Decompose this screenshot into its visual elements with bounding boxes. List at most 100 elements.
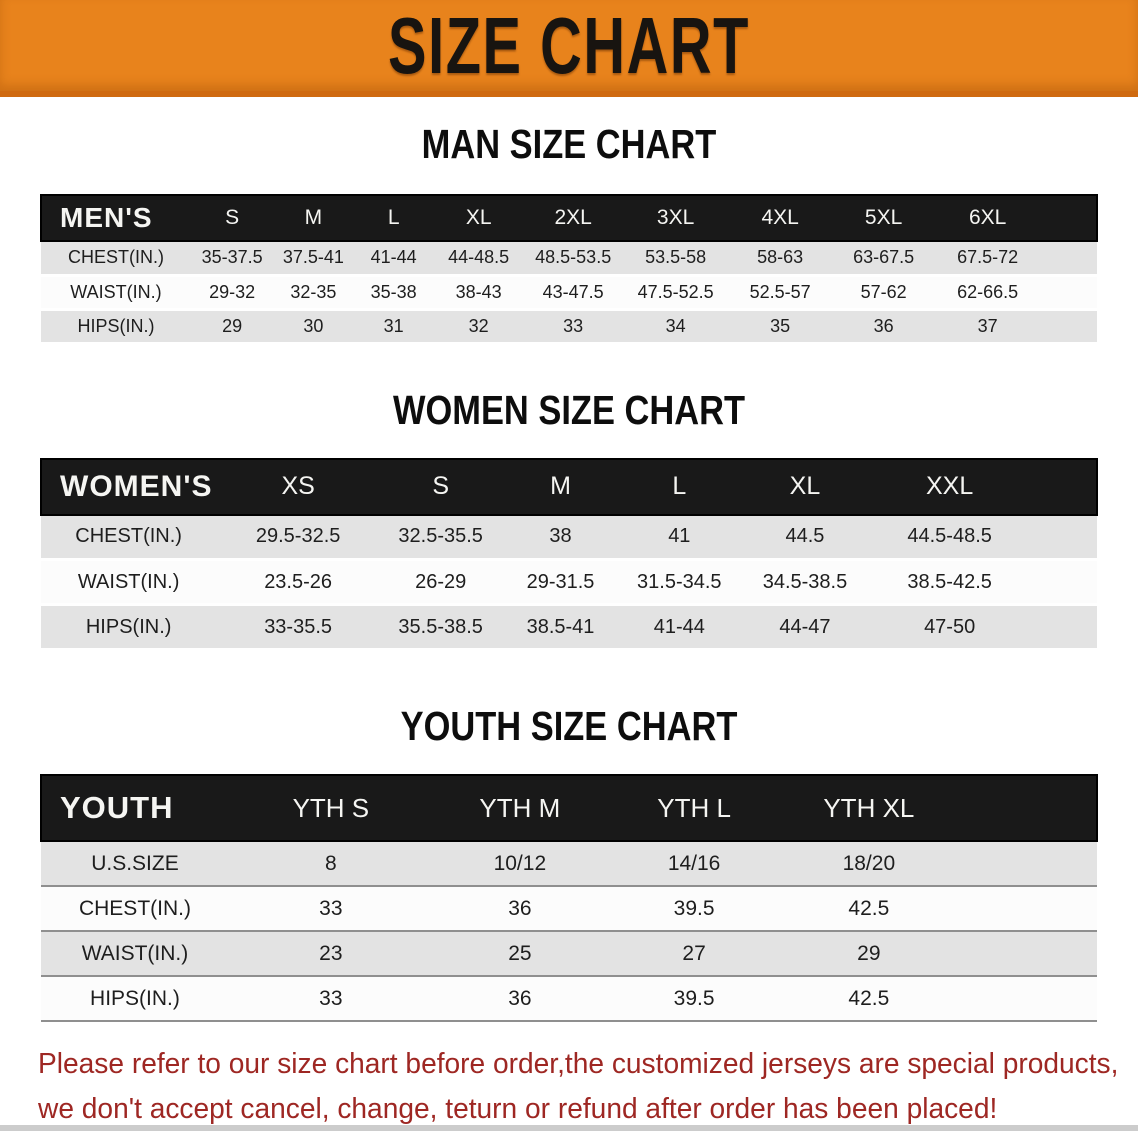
size-cell: 37 <box>977 315 998 336</box>
table-row: CHEST(IN.) 35-37.5 37.5-41 41-44 44-48.5 48.5… <box>41 241 1097 275</box>
column-header: 2XL <box>554 206 592 229</box>
table-row: WAIST(IN.) 23 25 27 29 <box>41 931 1097 976</box>
size-cell: 48.5-53.5 <box>535 247 612 268</box>
size-cell: 34.5-38.5 <box>762 570 848 593</box>
size-cell: 44-47 <box>779 615 831 638</box>
size-cell: 23.5-26 <box>264 570 333 593</box>
spacer-cell <box>957 976 1098 1021</box>
row-label: HIPS(IN.) <box>90 986 180 1010</box>
column-header: S <box>225 206 240 229</box>
men-section: MAN SIZE CHART MEN'S S M L XL 2XL 3XL 4XL 5XL 6XL C… <box>0 121 1138 345</box>
size-cell: 44-48.5 <box>448 247 510 268</box>
size-cell: 38 <box>549 525 572 548</box>
size-cell: 23 <box>319 941 343 965</box>
disclaimer-line-2: we don't accept cancel, change, teturn o… <box>38 1093 998 1125</box>
section-heading: WOMEN SIZE CHART <box>392 386 746 433</box>
table-row: WAIST(IN.) 29-32 32-35 35-38 38-43 43-47.5 47.… <box>41 275 1097 309</box>
spacer-cell <box>957 886 1098 931</box>
size-cell: 41-44 <box>653 615 705 638</box>
size-cell: 30 <box>303 315 324 336</box>
banner: SIZE CHART <box>0 0 1138 97</box>
size-cell: 44.5-48.5 <box>907 525 992 548</box>
row-label: CHEST(IN.) <box>75 525 182 548</box>
size-cell: 41 <box>668 525 691 548</box>
spacer-cell <box>1028 605 1097 650</box>
disclaimer: Please refer to our size chart before or… <box>38 1042 1138 1132</box>
size-cell: 29-32 <box>209 281 256 302</box>
column-header: S <box>432 472 450 500</box>
table-row: HIPS(IN.) 33 36 39.5 42.5 <box>41 976 1097 1021</box>
size-cell: 34 <box>665 315 686 336</box>
spacer-cell <box>1040 275 1097 309</box>
table-row: U.S.SIZE 8 10/12 14/16 18/20 <box>41 841 1097 886</box>
column-header: 6XL <box>968 206 1007 229</box>
men-size-table: MEN'S S M L XL 2XL 3XL 4XL 5XL 6XL CHEST(IN.) 35-37… <box>40 194 1098 345</box>
size-cell: 29.5-32.5 <box>255 525 341 548</box>
size-cell: 32-35 <box>290 281 337 302</box>
column-header: YTH M <box>479 792 561 823</box>
size-cell: 10/12 <box>493 851 547 875</box>
size-cell: 39.5 <box>673 986 715 1010</box>
size-cell: 43-47.5 <box>542 281 604 302</box>
size-cell: 35-38 <box>370 281 417 302</box>
column-header: L <box>672 472 687 500</box>
size-cell: 32.5-35.5 <box>398 525 483 548</box>
size-cell: 29 <box>857 941 881 965</box>
size-cell: 57-62 <box>860 281 907 302</box>
size-cell: 36 <box>508 986 532 1010</box>
size-cell: 25 <box>508 941 532 965</box>
disclaimer-line-1: Please refer to our size chart before or… <box>38 1048 1119 1080</box>
size-cell: 36 <box>873 315 894 336</box>
column-header: XL <box>789 472 821 500</box>
row-label: WAIST(IN.) <box>81 941 189 965</box>
row-label: WAIST(IN.) <box>77 570 180 593</box>
table-row: HIPS(IN.) 29 30 31 32 33 34 35 36 37 <box>41 309 1097 343</box>
size-cell: 29-31.5 <box>526 570 595 593</box>
size-cell: 33-35.5 <box>264 615 333 638</box>
size-cell: 38.5-42.5 <box>907 570 992 593</box>
size-cell: 33 <box>319 896 343 920</box>
size-cell: 39.5 <box>673 896 715 920</box>
size-cell: 62-66.5 <box>957 281 1019 302</box>
table-corner-label: WOMEN'S <box>60 469 213 503</box>
table-corner-label: YOUTH <box>60 790 174 825</box>
size-cell: 27 <box>682 941 706 965</box>
spacer-cell <box>1040 309 1097 343</box>
women-size-table: WOMEN'S XS S M L XL XXL CHEST(IN.) 29.5-32.5 32.5… <box>40 458 1098 652</box>
youth-section: YOUTH SIZE CHART YOUTH YTH S YTH M YTH L YTH … <box>0 703 1138 1022</box>
column-header: YTH S <box>292 792 370 823</box>
size-cell: 31.5-34.5 <box>637 570 722 593</box>
page-title: SIZE CHART <box>388 0 750 91</box>
spacer-cell <box>1028 515 1097 560</box>
spacer-cell <box>1040 195 1097 241</box>
table-row: WAIST(IN.) 23.5-26 26-29 29-31.5 31.5-34.5 34… <box>41 559 1097 605</box>
size-cell: 36 <box>508 896 532 920</box>
column-header: M <box>304 206 323 229</box>
size-cell: 53.5-58 <box>645 247 707 268</box>
size-cell: 63-67.5 <box>853 247 915 268</box>
row-label: HIPS(IN.) <box>77 315 155 336</box>
size-cell: 44.5 <box>785 525 825 548</box>
youth-size-table: YOUTH YTH S YTH M YTH L YTH XL U.S.SIZE 8 10/12… <box>40 774 1098 1022</box>
table-row: CHEST(IN.) 29.5-32.5 32.5-35.5 38 41 44.5 44.5… <box>41 514 1097 560</box>
section-heading: YOUTH SIZE CHART <box>400 703 738 749</box>
size-cell: 14/16 <box>667 851 721 875</box>
size-cell: 8 <box>325 851 337 875</box>
spacer-cell <box>1028 459 1097 515</box>
column-header: 3XL <box>656 206 695 229</box>
row-label: CHEST(IN.) <box>67 247 164 268</box>
size-cell: 41-44 <box>370 247 417 268</box>
size-cell: 42.5 <box>848 896 890 920</box>
table-row: HIPS(IN.) 33-35.5 35.5-38.5 38.5-41 41-44 44-… <box>41 604 1097 650</box>
spacer-cell <box>957 841 1098 886</box>
row-label: WAIST(IN.) <box>70 281 162 302</box>
column-header: XL <box>465 206 492 229</box>
section-heading: MAN SIZE CHART <box>421 121 717 167</box>
column-header: YTH XL <box>823 792 915 823</box>
row-label: CHEST(IN.) <box>78 896 191 920</box>
column-header: M <box>550 472 571 500</box>
column-header: XXL <box>926 472 974 500</box>
size-chart-sections: MAN SIZE CHART MEN'S S M L XL 2XL 3XL 4XL 5XL 6XL C… <box>0 121 1138 1022</box>
size-cell: 18/20 <box>842 851 896 875</box>
